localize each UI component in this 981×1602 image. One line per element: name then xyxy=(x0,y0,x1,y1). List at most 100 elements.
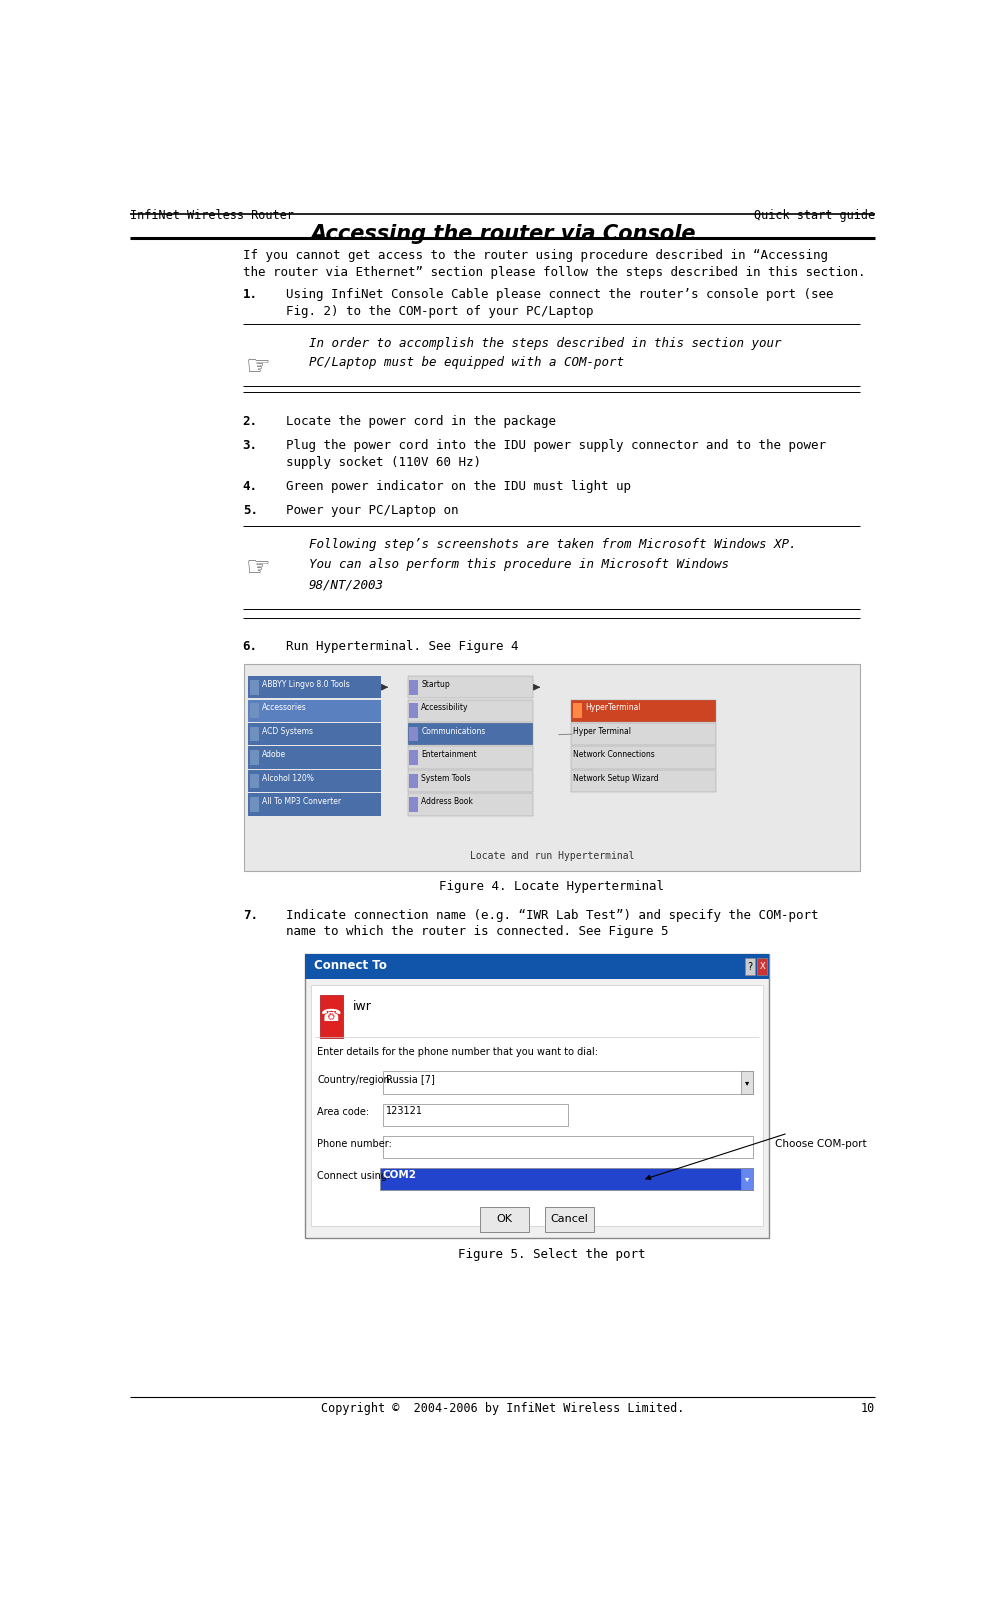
FancyBboxPatch shape xyxy=(409,679,418,695)
Text: Enter details for the phone number that you want to dial:: Enter details for the phone number that … xyxy=(317,1046,598,1057)
FancyBboxPatch shape xyxy=(248,747,381,769)
Text: 98/NT/2003: 98/NT/2003 xyxy=(309,578,384,591)
FancyBboxPatch shape xyxy=(384,1136,752,1158)
Text: If you cannot get access to the router using procedure described in “Accessing: If you cannot get access to the router u… xyxy=(242,248,828,263)
FancyBboxPatch shape xyxy=(249,774,259,788)
Text: 10: 10 xyxy=(861,1402,875,1415)
Text: 7.: 7. xyxy=(242,908,258,921)
Text: Communications: Communications xyxy=(422,727,486,735)
FancyBboxPatch shape xyxy=(305,955,769,1238)
Text: Following step’s screenshots are taken from Microsoft Windows XP.: Following step’s screenshots are taken f… xyxy=(309,538,797,551)
FancyBboxPatch shape xyxy=(249,798,259,812)
Text: 123121: 123121 xyxy=(387,1105,424,1117)
Text: 3.: 3. xyxy=(242,439,258,452)
FancyBboxPatch shape xyxy=(249,727,259,742)
FancyBboxPatch shape xyxy=(409,750,418,764)
FancyBboxPatch shape xyxy=(571,700,716,723)
Text: Plug the power cord into the IDU power supply connector and to the power: Plug the power cord into the IDU power s… xyxy=(286,439,826,452)
FancyBboxPatch shape xyxy=(248,676,381,698)
Text: Locate and run Hyperterminal: Locate and run Hyperterminal xyxy=(470,851,635,862)
Text: Using InfiNet Console Cable please connect the router’s console port (see: Using InfiNet Console Cable please conne… xyxy=(286,288,834,301)
FancyBboxPatch shape xyxy=(248,700,381,723)
Text: X: X xyxy=(759,963,765,971)
Text: iwr: iwr xyxy=(353,1000,372,1012)
FancyBboxPatch shape xyxy=(248,771,381,791)
Text: Fig. 2) to the COM-port of your PC/Laptop: Fig. 2) to the COM-port of your PC/Lapto… xyxy=(286,304,594,319)
Text: 1.: 1. xyxy=(242,288,258,301)
Text: Country/region:: Country/region: xyxy=(317,1075,393,1085)
Text: Connect using:: Connect using: xyxy=(317,1171,390,1181)
Text: Indicate connection name (e.g. “IWR Lab Test”) and specify the COM-port: Indicate connection name (e.g. “IWR Lab … xyxy=(286,908,818,921)
Text: Choose COM-port: Choose COM-port xyxy=(775,1139,866,1149)
FancyBboxPatch shape xyxy=(409,727,418,742)
Text: Accessibility: Accessibility xyxy=(422,703,469,713)
FancyBboxPatch shape xyxy=(571,723,716,745)
Text: In order to accomplish the steps described in this section your: In order to accomplish the steps describ… xyxy=(309,336,782,349)
FancyBboxPatch shape xyxy=(249,703,259,718)
Text: Green power indicator on the IDU must light up: Green power indicator on the IDU must li… xyxy=(286,481,631,493)
FancyBboxPatch shape xyxy=(757,958,767,976)
Text: Entertainment: Entertainment xyxy=(422,750,477,759)
Text: System Tools: System Tools xyxy=(422,774,471,782)
Text: 2.: 2. xyxy=(242,415,258,428)
FancyBboxPatch shape xyxy=(409,798,418,812)
Text: Adobe: Adobe xyxy=(262,750,285,759)
FancyBboxPatch shape xyxy=(742,1072,752,1094)
FancyBboxPatch shape xyxy=(742,1168,752,1190)
Text: ACD Systems: ACD Systems xyxy=(262,727,313,735)
FancyBboxPatch shape xyxy=(249,679,259,695)
FancyBboxPatch shape xyxy=(480,1208,530,1232)
FancyBboxPatch shape xyxy=(408,676,534,698)
FancyBboxPatch shape xyxy=(248,723,381,745)
FancyBboxPatch shape xyxy=(249,750,259,764)
Text: Accessories: Accessories xyxy=(262,703,306,713)
Text: name to which the router is connected. See Figure 5: name to which the router is connected. S… xyxy=(286,926,669,939)
Text: You can also perform this procedure in Microsoft Windows: You can also perform this procedure in M… xyxy=(309,559,729,572)
Text: HyperTerminal: HyperTerminal xyxy=(585,703,641,713)
Text: ☞: ☞ xyxy=(245,554,271,582)
FancyBboxPatch shape xyxy=(380,1168,752,1190)
Text: the router via Ethernet” section please follow the steps described in this secti: the router via Ethernet” section please … xyxy=(242,266,865,279)
Text: Area code:: Area code: xyxy=(317,1107,370,1117)
Text: COM2: COM2 xyxy=(383,1169,417,1181)
FancyBboxPatch shape xyxy=(746,958,755,976)
FancyBboxPatch shape xyxy=(408,700,534,723)
Text: InfiNet Wireless Router: InfiNet Wireless Router xyxy=(130,208,294,223)
FancyBboxPatch shape xyxy=(544,1208,594,1232)
Text: ▾: ▾ xyxy=(745,1078,749,1088)
FancyBboxPatch shape xyxy=(244,663,860,871)
Text: Locate the power cord in the package: Locate the power cord in the package xyxy=(286,415,556,428)
Text: supply socket (110V 60 Hz): supply socket (110V 60 Hz) xyxy=(286,457,481,469)
Text: Network Connections: Network Connections xyxy=(574,750,655,759)
Text: PC/Laptop must be equipped with a COM-port: PC/Laptop must be equipped with a COM-po… xyxy=(309,356,624,368)
FancyBboxPatch shape xyxy=(384,1104,568,1126)
Text: Address Book: Address Book xyxy=(422,798,473,806)
FancyBboxPatch shape xyxy=(409,703,418,718)
FancyBboxPatch shape xyxy=(408,747,534,769)
FancyBboxPatch shape xyxy=(408,793,534,815)
FancyBboxPatch shape xyxy=(408,771,534,791)
Text: 5.: 5. xyxy=(242,505,258,517)
FancyBboxPatch shape xyxy=(408,723,534,745)
Text: ☞: ☞ xyxy=(245,352,271,381)
Text: ABBYY Lingvo 8.0 Tools: ABBYY Lingvo 8.0 Tools xyxy=(262,679,349,689)
FancyBboxPatch shape xyxy=(305,955,769,979)
Text: ☎: ☎ xyxy=(322,1008,342,1025)
FancyBboxPatch shape xyxy=(321,995,343,1038)
Text: OK: OK xyxy=(496,1214,513,1224)
Text: Cancel: Cancel xyxy=(550,1214,589,1224)
Text: Phone number:: Phone number: xyxy=(317,1139,392,1149)
Text: Power your PC/Laptop on: Power your PC/Laptop on xyxy=(286,505,458,517)
FancyBboxPatch shape xyxy=(248,793,381,815)
Text: ?: ? xyxy=(748,961,752,972)
FancyBboxPatch shape xyxy=(384,1072,752,1094)
Text: All To MP3 Converter: All To MP3 Converter xyxy=(262,798,340,806)
Text: ▾: ▾ xyxy=(745,1174,749,1184)
Text: 4.: 4. xyxy=(242,481,258,493)
Text: Copyright ©  2004-2006 by InfiNet Wireless Limited.: Copyright © 2004-2006 by InfiNet Wireles… xyxy=(321,1402,685,1415)
Text: Quick start guide: Quick start guide xyxy=(754,208,875,223)
Text: Connect To: Connect To xyxy=(314,960,387,972)
Text: Accessing the router via Console: Accessing the router via Console xyxy=(310,224,696,245)
Text: Hyper Terminal: Hyper Terminal xyxy=(574,727,632,735)
Text: Figure 5. Select the port: Figure 5. Select the port xyxy=(458,1248,645,1261)
